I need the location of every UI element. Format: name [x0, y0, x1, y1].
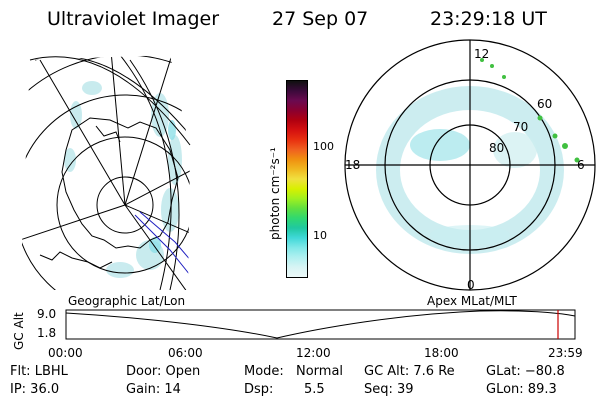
- seq-readout: Seq: 39: [364, 382, 414, 397]
- colorbar: [286, 80, 308, 278]
- mode-label: Mode:: [244, 364, 284, 379]
- colorbar-unit-label: photon cm⁻²s⁻¹: [268, 147, 282, 240]
- geographic-aurora-emission: [64, 81, 182, 278]
- mlt-label-18: 18: [345, 158, 361, 172]
- apex-panel-label: Apex MLat/MLT: [427, 294, 517, 308]
- time-tick-1200: 12:00: [296, 346, 331, 360]
- mlt-label-0: 0: [467, 278, 475, 292]
- geographic-panel-label: Geographic Lat/Lon: [68, 294, 186, 308]
- mlt-label-6: 6: [577, 158, 585, 172]
- instrument-title: Ultraviolet Imager: [47, 8, 220, 30]
- mode-value: Normal: [296, 364, 344, 379]
- time-tick-0000: 00:00: [48, 346, 83, 360]
- gain-readout: Gain: 14: [126, 382, 181, 397]
- colorbar-tick-10: 10: [313, 229, 327, 242]
- glat-readout: GLat: −80.8: [486, 364, 565, 379]
- filter-readout: Flt: LBHL: [10, 364, 68, 379]
- time-tick-1800: 18:00: [424, 346, 459, 360]
- colorbar-tick-100: 100: [313, 140, 334, 153]
- dsp-label: Dsp:: [244, 382, 274, 397]
- ip-readout: IP: 36.0: [10, 382, 60, 397]
- dsp-value: 5.5: [304, 382, 325, 397]
- mlat-label-60: 60: [537, 97, 553, 111]
- gc-alt-readout: GC Alt: 7.6 Re: [364, 364, 455, 379]
- altitude-curve: [65, 310, 576, 339]
- time-tick-0600: 06:00: [168, 346, 203, 360]
- image-date: 27 Sep 07: [272, 8, 369, 30]
- door-readout: Door: Open: [126, 364, 201, 379]
- mlt-label-12: 12: [474, 47, 490, 61]
- altitude-tick-max: 9.0: [37, 307, 57, 321]
- mlat-label-80: 80: [489, 141, 505, 155]
- image-time: 23:29:18 UT: [430, 8, 547, 30]
- altitude-tick-min: 1.8: [37, 326, 57, 340]
- time-tick-2359: 23:59: [548, 346, 583, 360]
- altitude-axis-label: GC Alt: [12, 312, 26, 350]
- mlat-label-70: 70: [513, 120, 529, 134]
- glon-readout: GLon: 89.3: [486, 382, 557, 397]
